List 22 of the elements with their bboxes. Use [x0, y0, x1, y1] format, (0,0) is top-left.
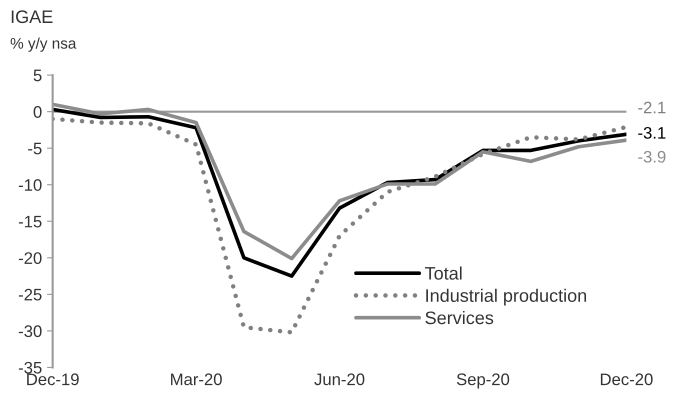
- x-tick-label: Jun-20: [314, 373, 364, 386]
- annotation: -3.9: [638, 150, 666, 163]
- annotation: -2.1: [638, 102, 666, 114]
- x-tick-label: Dec-20: [600, 373, 653, 386]
- y-tick-label: -10: [18, 179, 42, 191]
- chart-title: IGAE: [12, 10, 52, 24]
- y-tick-label: -20: [18, 252, 42, 264]
- y-tick-label: -15: [18, 216, 42, 228]
- x-tick-label: Sep-20: [456, 373, 510, 389]
- x-tick-label: Mar-20: [171, 373, 222, 386]
- y-tick-label: -35: [18, 362, 42, 374]
- y-tick-label: 5: [34, 70, 42, 82]
- legend-label: Industrial production: [426, 288, 586, 306]
- annotation: -3.1: [638, 126, 666, 139]
- y-tick-label: -5: [28, 142, 42, 154]
- chart-subtitle: % y/y nsa: [10, 38, 76, 52]
- legend-label: Services: [425, 310, 494, 324]
- legend-label: Total: [425, 266, 462, 280]
- y-tick-label: 0: [34, 106, 42, 118]
- y-tick-label: -25: [18, 288, 42, 301]
- x-tick-label: Dec-19: [27, 373, 79, 386]
- y-tick-label: -30: [18, 325, 42, 338]
